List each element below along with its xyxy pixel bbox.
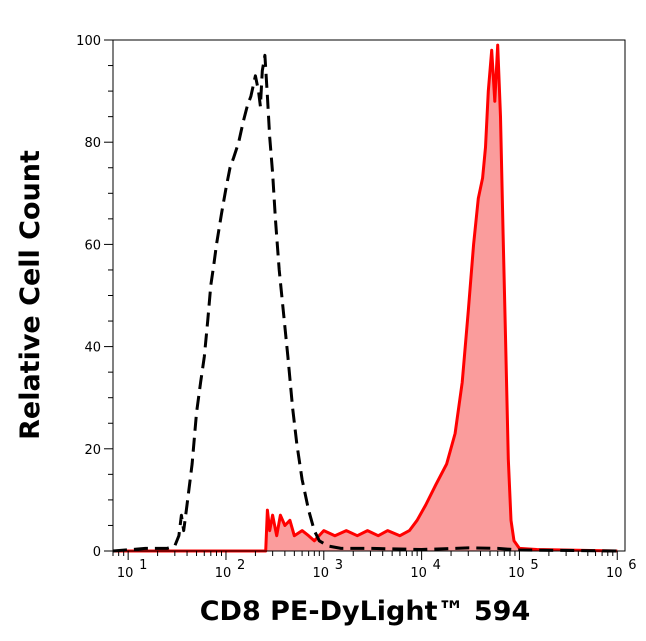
x-tick-exponent: 2 bbox=[237, 558, 245, 573]
y-tick-label: 40 bbox=[84, 341, 101, 356]
x-tick-exponent: 3 bbox=[335, 558, 343, 573]
x-tick-label: 10 bbox=[410, 566, 427, 581]
x-axis-title: CD8 PE-DyLight™ 594 bbox=[200, 596, 531, 627]
series-fill-area bbox=[113, 45, 618, 551]
x-tick-label: 10 bbox=[508, 566, 525, 581]
y-tick-label: 60 bbox=[84, 238, 101, 253]
dashed-control-histogram-line bbox=[112, 53, 618, 553]
stained-histogram-line bbox=[113, 43, 618, 553]
y-tick-label: 0 bbox=[93, 545, 101, 560]
x-tick-exponent: 4 bbox=[433, 558, 441, 573]
x-tick-label: 10 bbox=[117, 566, 134, 581]
x-tick-exponent: 5 bbox=[530, 558, 538, 573]
x-tick-label: 10 bbox=[606, 566, 623, 581]
y-tick-label: 80 bbox=[84, 136, 101, 151]
x-tick-label: 10 bbox=[215, 566, 232, 581]
plot-frame bbox=[112, 39, 626, 552]
x-tick-label: 10 bbox=[313, 566, 330, 581]
x-tick-exponent: 1 bbox=[139, 558, 147, 573]
y-tick-label: 100 bbox=[76, 34, 101, 49]
y-axis-title: Relative Cell Count bbox=[15, 150, 46, 440]
y-tick-label: 20 bbox=[84, 443, 101, 458]
x-tick-exponent: 6 bbox=[628, 558, 636, 573]
